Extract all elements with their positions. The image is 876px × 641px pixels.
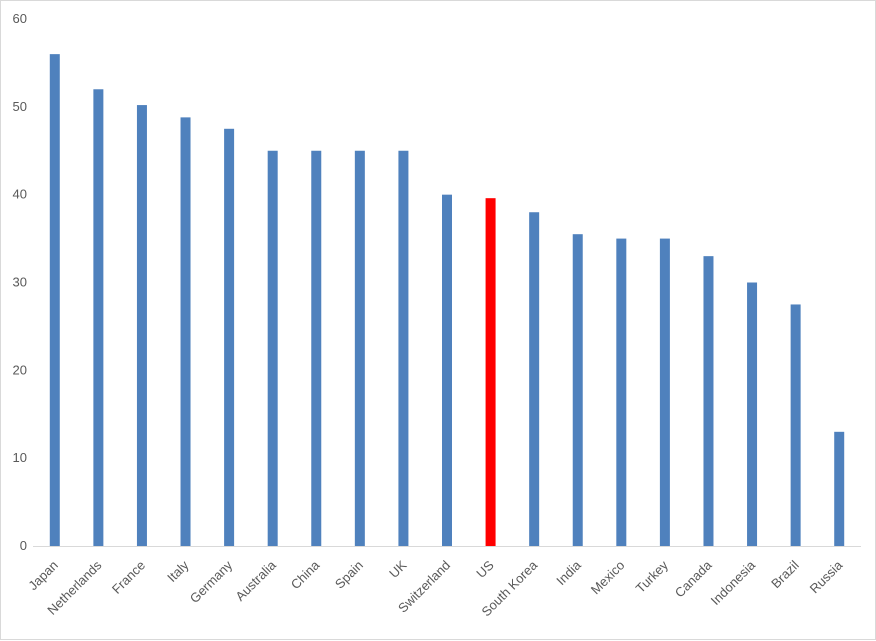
y-tick-label: 0: [20, 538, 27, 553]
bar-germany: [224, 128, 235, 546]
bar-france: [136, 105, 147, 547]
bar-us: [485, 198, 496, 546]
bar-russia: [834, 431, 845, 546]
bar-netherlands: [93, 89, 104, 547]
bar-italy: [180, 117, 191, 546]
x-tick-label: Spain: [332, 558, 366, 592]
bar-south-korea: [529, 212, 540, 546]
x-tick-label: Germany: [187, 557, 236, 606]
bar-australia: [267, 150, 278, 546]
bar-spain: [354, 150, 365, 546]
x-tick-label: UK: [386, 557, 410, 581]
x-tick-label: Australia: [232, 557, 279, 604]
y-tick-label: 20: [13, 362, 27, 377]
x-tick-label: Canada: [672, 557, 715, 600]
x-tick-label: Mexico: [588, 558, 628, 598]
bar-turkey: [659, 238, 670, 547]
y-tick-label: 30: [13, 275, 27, 290]
y-axis: 0 10 20 30 40 50 60: [13, 11, 27, 553]
bar-canada: [703, 256, 714, 546]
bar-indonesia: [747, 282, 758, 546]
bar-uk: [398, 150, 409, 546]
x-tick-label: Turkey: [633, 557, 672, 596]
bar-india: [572, 234, 583, 547]
bar-mexico: [616, 238, 627, 547]
y-tick-label: 40: [13, 187, 27, 202]
bar-series: [49, 54, 845, 547]
bar-japan: [49, 54, 60, 547]
x-tick-label: US: [473, 557, 497, 581]
x-tick-label: Indonesia: [708, 557, 759, 608]
x-tick-label: China: [288, 557, 323, 592]
y-tick-label: 10: [13, 450, 27, 465]
x-tick-label: Japan: [25, 558, 61, 594]
x-tick-label: Brazil: [768, 557, 802, 591]
x-tick-label: Italy: [164, 557, 192, 585]
bar-china: [311, 150, 322, 546]
x-tick-label: India: [553, 557, 584, 588]
x-tick-label: France: [109, 558, 148, 597]
x-tick-label: Russia: [807, 557, 846, 596]
bar-brazil: [790, 304, 801, 546]
y-tick-label: 60: [13, 11, 27, 26]
bar-switzerland: [442, 194, 452, 546]
y-tick-label: 50: [13, 99, 27, 114]
